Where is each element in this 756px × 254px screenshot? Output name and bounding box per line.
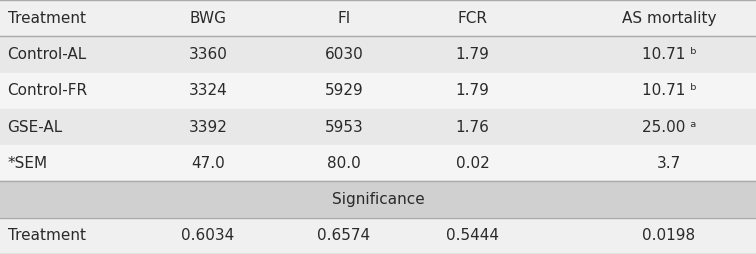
- Bar: [0, 109, 756, 145]
- Text: Significance: Significance: [332, 192, 424, 207]
- Text: Treatment: Treatment: [8, 228, 85, 243]
- Text: 80.0: 80.0: [327, 156, 361, 171]
- Text: 25.00 ᵃ: 25.00 ᵃ: [642, 119, 696, 135]
- Text: 1.79: 1.79: [456, 47, 489, 62]
- Text: FCR: FCR: [457, 11, 488, 26]
- Text: 0.6034: 0.6034: [181, 228, 234, 243]
- Text: 10.71 ᵇ: 10.71 ᵇ: [642, 83, 696, 98]
- Text: 3392: 3392: [188, 119, 228, 135]
- Text: 1.76: 1.76: [456, 119, 489, 135]
- Text: 5929: 5929: [324, 83, 364, 98]
- Text: 1.79: 1.79: [456, 83, 489, 98]
- Text: 47.0: 47.0: [191, 156, 225, 171]
- Text: FI: FI: [337, 11, 351, 26]
- Text: 3.7: 3.7: [657, 156, 681, 171]
- Text: 0.6574: 0.6574: [318, 228, 370, 243]
- Text: *SEM: *SEM: [8, 156, 48, 171]
- Bar: [0, 36, 756, 73]
- Text: AS mortality: AS mortality: [621, 11, 717, 26]
- Bar: [0, 0, 756, 36]
- Text: 5953: 5953: [324, 119, 364, 135]
- Bar: [0, 73, 756, 109]
- Text: 10.71 ᵇ: 10.71 ᵇ: [642, 47, 696, 62]
- Text: 0.02: 0.02: [456, 156, 489, 171]
- Text: 0.0198: 0.0198: [643, 228, 696, 243]
- Bar: [0, 145, 756, 181]
- Bar: [0, 181, 756, 218]
- Text: 6030: 6030: [324, 47, 364, 62]
- Text: 0.5444: 0.5444: [446, 228, 499, 243]
- Text: Treatment: Treatment: [8, 11, 85, 26]
- Text: BWG: BWG: [190, 11, 226, 26]
- Text: GSE-AL: GSE-AL: [8, 119, 63, 135]
- Bar: [0, 218, 756, 254]
- Text: 3360: 3360: [188, 47, 228, 62]
- Text: 3324: 3324: [188, 83, 228, 98]
- Text: Control-FR: Control-FR: [8, 83, 88, 98]
- Text: Control-AL: Control-AL: [8, 47, 87, 62]
